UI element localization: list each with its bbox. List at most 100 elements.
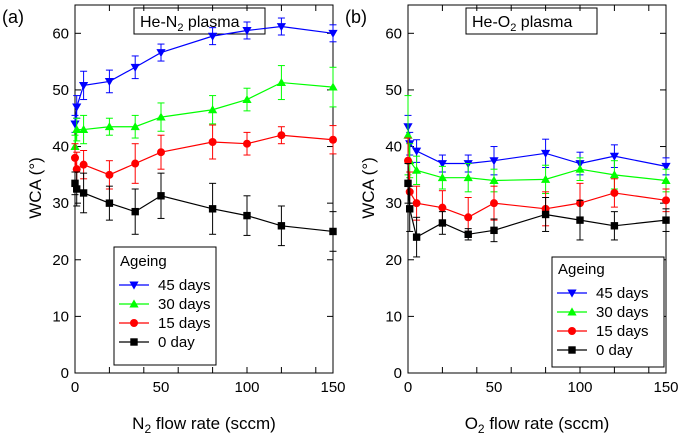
legend-entry: 45 days xyxy=(119,277,211,294)
data-point xyxy=(208,138,217,147)
series-line xyxy=(74,134,334,176)
data-point xyxy=(130,122,140,131)
legend-label: 30 days xyxy=(596,304,649,321)
data-point xyxy=(71,179,79,188)
y-tick-label: 20 xyxy=(52,252,69,269)
data-point xyxy=(72,124,82,134)
title-subscript: 2 xyxy=(510,22,516,34)
data-point xyxy=(609,152,619,161)
x-axis-label: N2 flow rate (sccm) xyxy=(132,414,276,436)
legend-entry: 30 days xyxy=(119,296,211,313)
data-point xyxy=(406,205,414,213)
series-line xyxy=(74,81,334,147)
data-point xyxy=(72,103,82,112)
data-point xyxy=(662,196,670,205)
data-point xyxy=(105,170,114,179)
series-layer xyxy=(403,95,671,258)
data-point xyxy=(79,189,88,197)
legend-items: 45 days 30 days 15 days 0 day xyxy=(557,285,649,359)
title-text-suffix: plasma xyxy=(516,14,572,31)
data-point xyxy=(464,230,472,238)
title-subscript: 2 xyxy=(177,22,183,34)
legend-marker xyxy=(129,299,139,308)
data-point xyxy=(412,147,422,156)
x-axis-label: O2 flow rate (sccm) xyxy=(465,414,610,436)
legend-label: 15 days xyxy=(158,315,211,332)
x-axis-label-text: N xyxy=(132,414,144,433)
data-point xyxy=(541,149,551,158)
data-point xyxy=(79,160,88,169)
y-tick-label: 10 xyxy=(385,308,402,325)
svg-text:He-N2 plasma: He-N2 plasma xyxy=(140,14,240,34)
x-tick-label: 150 xyxy=(653,379,678,396)
x-axis-label-subscript: 2 xyxy=(144,422,151,436)
legend-title: Ageing xyxy=(558,261,605,278)
data-point xyxy=(412,233,421,241)
series-layer xyxy=(70,17,338,252)
x-tick-label: 50 xyxy=(153,379,170,396)
data-point xyxy=(242,94,252,103)
data-point xyxy=(276,23,286,32)
data-point xyxy=(464,213,473,222)
axis-ticks: 0 50 100 150 0 10 20 30 40 50 60 xyxy=(52,5,346,396)
data-point xyxy=(71,153,79,162)
data-point xyxy=(130,63,140,72)
data-point xyxy=(73,185,81,193)
x-tick-label: 100 xyxy=(567,379,592,396)
chart-title: He-O2 plasma xyxy=(465,7,598,35)
data-point xyxy=(412,165,422,174)
x-tick-label: 0 xyxy=(71,379,79,396)
data-point xyxy=(437,173,447,182)
legend-label: 45 days xyxy=(596,285,649,302)
title-text: He-O xyxy=(472,14,510,31)
data-point xyxy=(463,173,473,182)
data-point xyxy=(610,222,619,230)
data-point xyxy=(609,170,619,179)
data-point xyxy=(277,131,286,140)
data-point xyxy=(104,122,114,131)
data-point xyxy=(328,82,338,91)
legend-label: 45 days xyxy=(158,277,211,294)
data-point xyxy=(131,159,140,168)
chart-title: He-N2 plasma xyxy=(133,7,266,35)
legend-entry: 45 days xyxy=(557,285,649,302)
data-point xyxy=(661,175,671,184)
series-line xyxy=(74,183,334,233)
data-point xyxy=(157,192,165,200)
data-point xyxy=(610,188,619,197)
data-point xyxy=(438,219,447,227)
legend-marker xyxy=(130,319,138,327)
data-point xyxy=(661,162,671,171)
data-point xyxy=(70,120,80,129)
data-point xyxy=(576,216,584,224)
legend-entry: 30 days xyxy=(557,304,649,321)
data-point xyxy=(404,179,412,188)
data-point xyxy=(208,205,217,213)
x-axis-label-suffix: flow rate (sccm) xyxy=(485,414,610,433)
title-box xyxy=(133,7,266,35)
data-point xyxy=(489,157,499,166)
data-point xyxy=(156,49,166,58)
data-point xyxy=(489,175,499,184)
y-tick-label: 10 xyxy=(52,308,69,325)
legend-marker xyxy=(567,307,577,316)
series-line xyxy=(74,25,334,124)
data-point xyxy=(490,199,498,208)
panel-b: (b) He-O2 plasma WCA (°) O2 flow rate (s… xyxy=(345,4,679,436)
data-point xyxy=(156,112,166,121)
legend: Ageing 45 days 30 days 15 days 0 day xyxy=(113,246,217,366)
panel-label: (b) xyxy=(345,7,367,27)
title-box xyxy=(465,7,598,35)
data-point xyxy=(412,199,421,208)
data-point xyxy=(662,216,670,224)
legend-entry: 15 days xyxy=(557,323,649,340)
series xyxy=(70,65,338,159)
series xyxy=(71,124,337,190)
y-tick-label: 30 xyxy=(385,195,402,212)
panel-a: (a) He-N2 plasma WCA (°) N2 flow rate (s… xyxy=(2,4,346,436)
data-point xyxy=(208,105,218,114)
data-point xyxy=(79,124,89,134)
svg-text:He-O2 plasma: He-O2 plasma xyxy=(472,14,572,34)
x-tick-label: 0 xyxy=(404,379,412,396)
